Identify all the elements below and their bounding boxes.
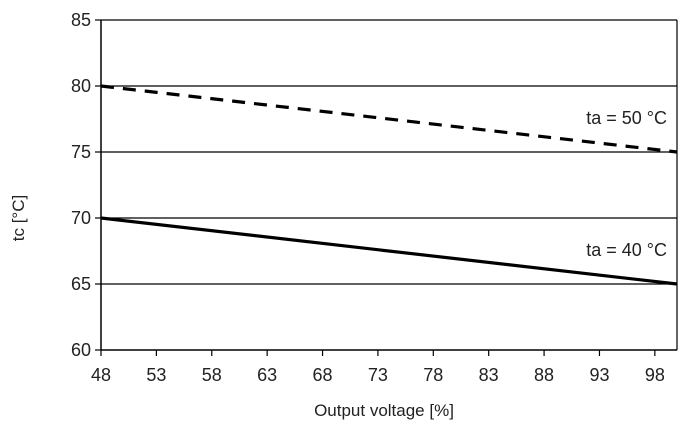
x-tick-label: 68: [313, 365, 333, 385]
y-tick-label: 75: [71, 142, 91, 162]
series-lines: [100, 84, 678, 286]
y-tick-label: 70: [71, 208, 91, 228]
series-line-1: [100, 84, 678, 154]
x-tick-label: 48: [91, 365, 111, 385]
x-axis-title: Output voltage [%]: [314, 401, 454, 420]
plot-frame: [100, 20, 678, 351]
series-line-2: [100, 216, 678, 286]
x-tick-label: 63: [257, 365, 277, 385]
series-label-2: ta = 40 °C: [586, 240, 667, 260]
x-tick-label: 53: [146, 365, 166, 385]
series-label-1: ta = 50 °C: [586, 108, 667, 128]
series-labels: ta = 50 °C ta = 40 °C: [586, 108, 667, 260]
y-tick-label: 60: [71, 340, 91, 360]
x-tick-label: 83: [479, 365, 499, 385]
grid-lines: [101, 19, 677, 285]
x-tick-label: 88: [534, 365, 554, 385]
x-tick-label: 78: [423, 365, 443, 385]
y-tick-label: 85: [71, 10, 91, 30]
y-axis-title: tc [°C]: [9, 195, 28, 241]
x-tick-label: 58: [202, 365, 222, 385]
y-axis-ticks: 60 65 70 75 80 85: [71, 10, 101, 360]
x-tick-label: 93: [589, 365, 609, 385]
x-tick-label: 73: [368, 365, 388, 385]
x-tick-label: 98: [645, 365, 665, 385]
x-axis-ticks: 48 53 58 63 68 73 78 83 88 93 98: [91, 350, 665, 385]
y-tick-label: 80: [71, 76, 91, 96]
y-tick-label: 65: [71, 274, 91, 294]
